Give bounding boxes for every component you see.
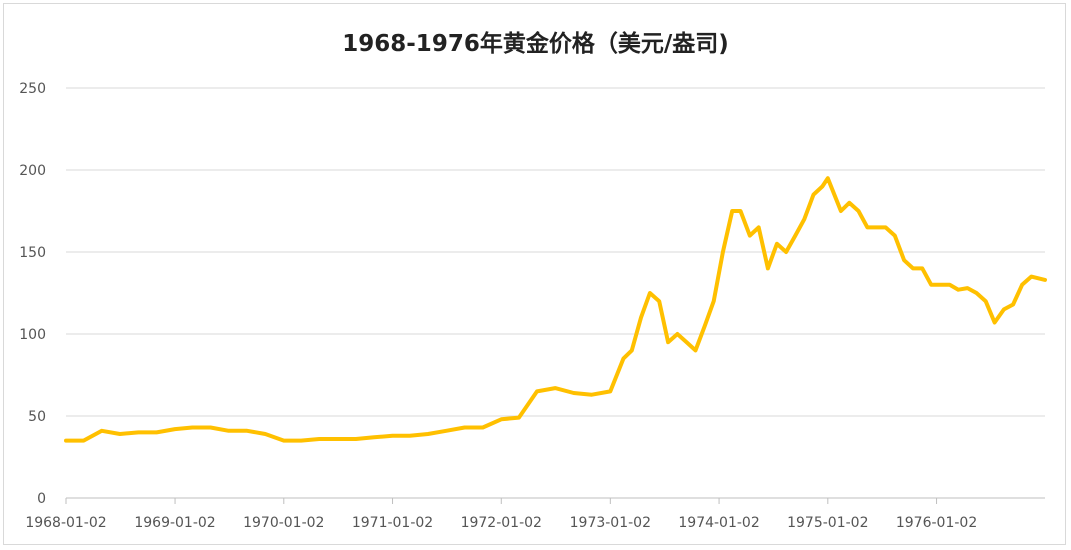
x-axis: 1968-01-02 1969-01-02 1970-01-02 1971-01-02…	[25, 498, 977, 531]
gold-price-line	[64, 176, 1047, 443]
x-tick-label: 1971-01-02	[352, 515, 433, 531]
chart-title: 1968-1976年黄金价格（美元/盎司)	[342, 31, 729, 57]
y-axis: 0 50 100 150 200 250	[19, 81, 46, 507]
x-tick-label: 1969-01-02	[134, 515, 215, 531]
x-tick-label: 1974-01-02	[678, 515, 759, 531]
y-tick-label: 150	[19, 245, 46, 261]
x-tick-label: 1970-01-02	[243, 515, 324, 531]
y-tick-label: 200	[19, 163, 46, 179]
gridlines	[66, 87, 1045, 499]
y-tick-label: 0	[37, 491, 46, 507]
x-tick-label: 1973-01-02	[570, 515, 651, 531]
y-tick-label: 250	[19, 81, 46, 97]
x-tick-label: 1972-01-02	[461, 515, 542, 531]
y-tick-label: 50	[28, 409, 46, 425]
y-tick-label: 100	[19, 327, 46, 343]
series-group	[64, 176, 1047, 443]
x-tick-label: 1968-01-02	[25, 515, 106, 531]
x-tick-label: 1975-01-02	[787, 515, 868, 531]
x-tick-label: 1976-01-02	[896, 515, 977, 531]
chart-frame	[3, 3, 1066, 545]
